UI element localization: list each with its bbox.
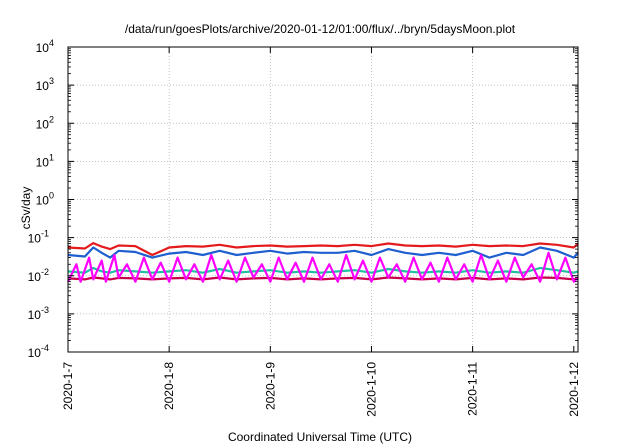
x-tick-label: 2020-1-7 [61,362,75,410]
y-tick-label: 100 [36,191,54,208]
y-tick-label: 10-4 [28,343,49,360]
series-line-3 [67,266,579,274]
y-tick-exponent: -4 [41,343,49,353]
y-tick-label: 102 [36,114,54,131]
chart-title: /data/run/goesPlots/archive/2020-01-12/0… [124,22,516,36]
x-axis-label: Coordinated Universal Time (UTC) [227,430,413,444]
y-tick-label: 104 [36,38,54,55]
y-tick-exponent: -2 [41,267,49,277]
y-axis-label: cSv/day [19,187,33,230]
y-tick-label: 103 [36,76,54,93]
y-tick-exponent: -3 [41,305,49,315]
series-line-4 [67,276,579,281]
x-tick-label: 2020-1-12 [567,362,581,417]
y-tick-exponent: 2 [49,114,54,124]
x-tick-label: 2020-1-11 [466,362,480,416]
y-tick-exponent: 1 [49,152,54,162]
y-tick-exponent: 0 [49,191,54,201]
y-tick-label: 10-2 [28,267,49,284]
x-tick-label: 2020-1-9 [263,362,277,410]
series-line-5 [67,251,579,283]
x-tick-label: 2020-1-8 [162,362,176,410]
series-line-2 [67,246,579,259]
y-tick-exponent: -1 [41,229,49,239]
x-tick-label: 2020-1-10 [364,362,378,417]
y-tick-label: 10-3 [28,305,49,322]
grid-lines [68,47,578,352]
y-tick-label: 101 [36,152,54,169]
y-tick-exponent: 3 [49,76,54,86]
y-tick-label: 10-1 [28,229,49,246]
series-line-1 [67,242,579,257]
x-axis: 2020-1-7 2020-1-8 2020-1-9 2020-1-10 2020-1-… [61,47,581,417]
series-layer [67,242,579,283]
y-tick-exponent: 4 [49,38,54,48]
